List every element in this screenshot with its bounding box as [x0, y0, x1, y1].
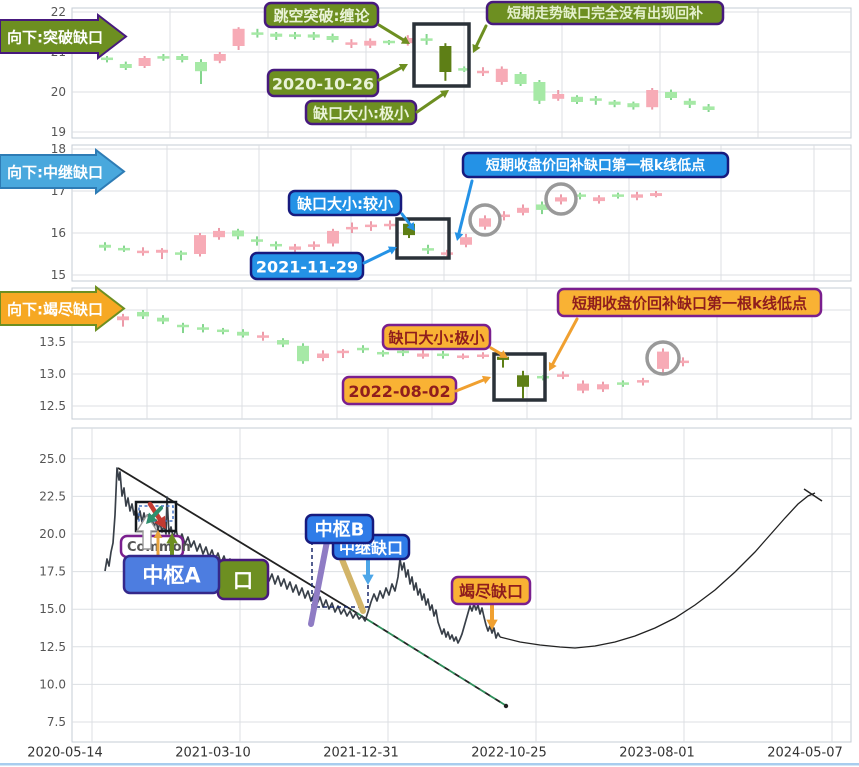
candlestick-series	[101, 27, 715, 112]
label-gap-date: 2022-08-02	[341, 375, 458, 406]
svg-text:13.5: 13.5	[39, 335, 66, 349]
svg-text:12.5: 12.5	[39, 640, 66, 654]
callout-arrow	[454, 375, 491, 393]
candlestick-series	[99, 191, 662, 261]
svg-text:2022-08-02: 2022-08-02	[348, 382, 450, 401]
svg-text:缺口大小:较小: 缺口大小:较小	[296, 195, 393, 213]
callout-arrow	[454, 179, 474, 241]
callout-arrow	[362, 246, 397, 265]
label-jump-breakout: 跳空突破:缠论	[263, 1, 380, 29]
arrow-red-down	[147, 501, 166, 529]
svg-text:向下:竭尽缺口: 向下:竭尽缺口	[7, 301, 103, 319]
gap-fill-circle	[544, 182, 578, 216]
svg-text:短期收盘价回补缺口第一根k线低点: 短期收盘价回补缺口第一根k线低点	[486, 157, 705, 174]
svg-text:短期收盘价回补缺口第一根k线低点: 短期收盘价回补缺口第一根k线低点	[572, 295, 807, 313]
callout-arrow	[415, 90, 449, 114]
callout-arrow	[377, 23, 410, 44]
svg-text:15: 15	[51, 268, 66, 282]
gap-fill-circle	[468, 203, 502, 237]
arrow-teal-down	[146, 506, 163, 524]
svg-text:22.5: 22.5	[39, 489, 66, 503]
label-fill-low: 短期收盘价回补缺口第一根k线低点	[461, 151, 730, 179]
svg-text:15.0: 15.0	[39, 602, 66, 616]
svg-text:向下:突破缺口: 向下:突破缺口	[7, 29, 103, 47]
svg-text:7.5: 7.5	[47, 715, 66, 729]
bottom-strip	[0, 763, 859, 766]
svg-text:2024-05-07: 2024-05-07	[767, 746, 843, 761]
svg-text:2020-05-14: 2020-05-14	[27, 746, 103, 761]
svg-text:2020-10-26: 2020-10-26	[272, 75, 374, 94]
label-pivot-b: 中枢B	[304, 513, 375, 545]
svg-text:中枢B: 中枢B	[315, 519, 365, 541]
svg-text:2021-03-10: 2021-03-10	[175, 746, 251, 761]
svg-text:口: 口	[233, 569, 253, 593]
svg-text:25.0: 25.0	[39, 452, 66, 466]
label-gap-size: 缺口大小:较小	[287, 189, 403, 217]
svg-text:10.0: 10.0	[39, 677, 66, 691]
callout-arrow	[377, 64, 408, 82]
svg-text:20.0: 20.0	[39, 527, 66, 541]
candlestick-series	[117, 310, 689, 399]
pivot-a-dashed-zone	[138, 505, 174, 522]
panel-exhaust: 13.5 13.0 12.5 缺口大小:极小 2022-08-02 短期收盘价回补缺口第一…	[39, 287, 852, 420]
panel-breakaway: 22212019跳空突破:缠论2020-10-26缺口大小:极小短期走势缺口完全…	[51, 0, 852, 139]
svg-text:18: 18	[51, 142, 66, 156]
panel-overview: 25.0 22.5 20.0 17.5 15.0 12.5 10.0 7.5 2020-05-1…	[27, 427, 852, 761]
gap-highlight-box	[412, 22, 471, 88]
label-gap-date: 2021-11-29	[249, 251, 365, 281]
callout-arrow	[489, 346, 508, 358]
svg-text:13.0: 13.0	[39, 367, 66, 381]
callout-arrow	[472, 24, 488, 53]
svg-text:2021-12-31: 2021-12-31	[323, 746, 399, 761]
svg-text:竭尽缺口: 竭尽缺口	[459, 582, 523, 601]
gap-highlight-box	[492, 352, 547, 402]
label-gap-date: 2020-10-26	[266, 68, 380, 98]
svg-text:17.5: 17.5	[39, 565, 66, 579]
arrow-orange-down	[486, 603, 498, 630]
banner-exhaust-gap: 向下:竭尽缺口	[0, 284, 126, 333]
banner-relay-gap: 向下:中继缺口	[0, 147, 126, 196]
projection-curve	[499, 492, 816, 649]
label-fill-low: 短期收盘价回补缺口第一根k线低点	[556, 287, 823, 318]
gap-fill-circle	[645, 340, 681, 376]
label-gap-size: 缺口大小:极小	[304, 99, 418, 126]
svg-text:20: 20	[51, 85, 66, 99]
svg-text:短期走势缺口完全没有出现回补: 短期走势缺口完全没有出现回补	[507, 5, 703, 22]
gap-highlight-box	[395, 217, 451, 260]
segment-down-purple	[308, 528, 332, 627]
svg-text:19: 19	[51, 125, 66, 139]
label-pivot-a: 中枢A	[122, 554, 221, 595]
panel-relay: 18171615缺口大小:较小2021-11-29短期收盘价回补缺口第一根k线低…	[51, 142, 852, 282]
banner-breakaway-gap: 向下:突破缺口	[0, 12, 128, 61]
label-gap-size: 缺口大小:极小	[381, 323, 492, 351]
svg-text:2022-10-25: 2022-10-25	[471, 746, 547, 761]
svg-text:16: 16	[51, 226, 66, 240]
svg-text:缺口大小:极小: 缺口大小:极小	[388, 329, 485, 347]
svg-text:2023-08-01: 2023-08-01	[619, 746, 695, 761]
svg-text:22: 22	[51, 5, 66, 19]
svg-text:向下:中继缺口: 向下:中继缺口	[7, 164, 103, 182]
callout-arrow	[400, 212, 415, 231]
tooltip-common: Common	[119, 534, 191, 559]
label-exhaust-gap: 竭尽缺口	[450, 575, 532, 606]
svg-text:2021-11-29: 2021-11-29	[256, 258, 358, 277]
svg-text:缺口大小:极小: 缺口大小:极小	[312, 105, 409, 123]
label-partial-gap: 口	[216, 558, 270, 601]
svg-text:中枢A: 中枢A	[142, 564, 201, 588]
svg-text:12.5: 12.5	[39, 399, 66, 413]
label-no-fill: 短期走势缺口完全没有出现回补	[485, 0, 725, 26]
callout-arrow	[548, 317, 579, 371]
segment-down-tan	[336, 549, 366, 614]
arrow-white-up	[135, 513, 159, 550]
svg-text:跳空突破:缠论: 跳空突破:缠论	[274, 7, 371, 25]
arrow-blue-down	[362, 558, 374, 585]
